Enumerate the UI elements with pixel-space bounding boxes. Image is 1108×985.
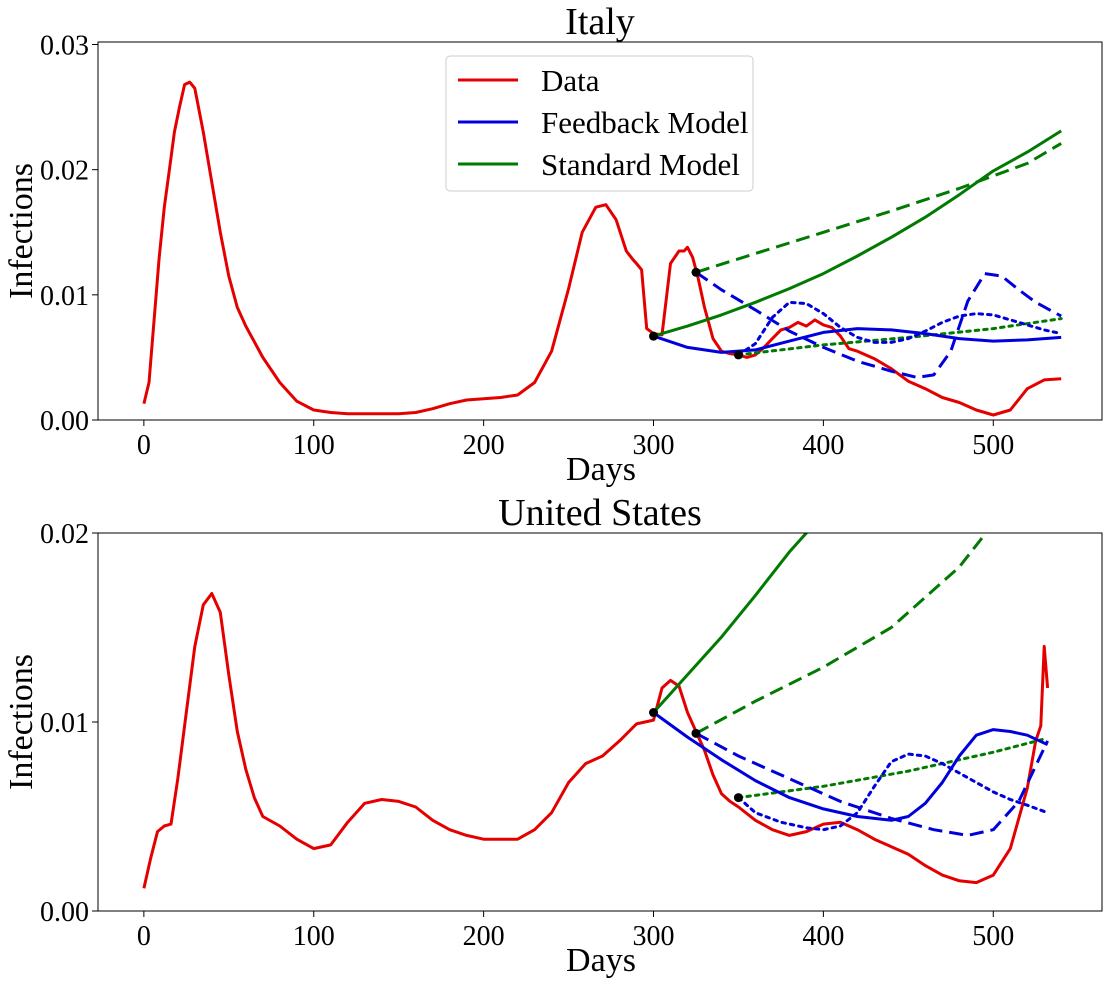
- feedback-model-dashed-line: [695, 731, 1049, 837]
- x-tick-label: 200: [463, 921, 505, 952]
- legend: Data Feedback Model Standard Model: [445, 55, 754, 192]
- data-line: [142, 80, 1062, 417]
- axes-frame: [97, 41, 1103, 421]
- standard-model-dashed-line: [695, 142, 1062, 274]
- x-axis-label: Days: [566, 451, 636, 488]
- legend-label: Feedback Model: [541, 105, 748, 140]
- start-marker: [733, 793, 743, 803]
- chart-title: United States: [498, 492, 702, 534]
- legend-box: [445, 55, 754, 192]
- y-tick-label: 0.00: [40, 406, 89, 437]
- x-axis-label: Days: [566, 942, 636, 979]
- feedback-model-solid-line: [653, 327, 1062, 354]
- x-tick-label: 100: [293, 430, 335, 461]
- start-marker: [691, 728, 701, 738]
- x-tick-label: 0: [137, 430, 151, 461]
- x-tick-label: 500: [972, 430, 1014, 461]
- legend-label: Data: [541, 63, 600, 98]
- start-marker: [733, 350, 743, 360]
- standard-model-solid-line: [653, 129, 1062, 338]
- y-tick-label: 0.01: [40, 708, 89, 739]
- y-axis-label: Infections: [3, 163, 40, 299]
- feedback-model-dotted-line: [737, 752, 1050, 832]
- chart-panel-united-states: United States 0 100 200 300 400 500 0.00 0.01 0.0…: [3, 492, 1103, 979]
- x-tick-label: 0: [137, 921, 151, 952]
- x-tick-label: 400: [802, 430, 844, 461]
- start-marker: [691, 267, 701, 277]
- feedback-model-solid-line: [652, 711, 1049, 822]
- x-tick-label: 300: [633, 921, 675, 952]
- standard-model-dashed-line: [695, 533, 988, 735]
- chart-title: Italy: [565, 1, 635, 43]
- plot-area: [142, 533, 1050, 889]
- standard-model-solid-line: [652, 533, 809, 714]
- feedback-model-dashed-line: [695, 271, 1062, 379]
- y-axis-label: Infections: [3, 654, 40, 790]
- axes-frame: [97, 532, 1103, 912]
- y-tick-label: 0.01: [40, 281, 89, 312]
- start-marker: [649, 708, 659, 718]
- standard-model-dotted-line: [737, 737, 1046, 800]
- x-tick-label: 200: [463, 430, 505, 461]
- y-tick-label: 0.00: [40, 897, 89, 928]
- y-tick-label: 0.03: [40, 31, 89, 62]
- standard-model-dotted-line: [737, 317, 1063, 357]
- chart-panel-italy: Italy 0 100 200 300 400 500 0.00 0.01 0.02 0.03 Day…: [3, 1, 1103, 488]
- x-tick-label: 100: [293, 921, 335, 952]
- legend-label: Standard Model: [541, 147, 740, 182]
- x-tick-label: 300: [633, 430, 675, 461]
- feedback-model-dotted-line: [737, 300, 1063, 357]
- start-marker: [649, 331, 659, 341]
- plot-area: [142, 80, 1063, 417]
- x-tick-label: 500: [972, 921, 1014, 952]
- x-tick-label: 400: [802, 921, 844, 952]
- y-tick-label: 0.02: [40, 519, 89, 550]
- y-tick-label: 0.02: [40, 156, 89, 187]
- data-line: [142, 592, 1050, 889]
